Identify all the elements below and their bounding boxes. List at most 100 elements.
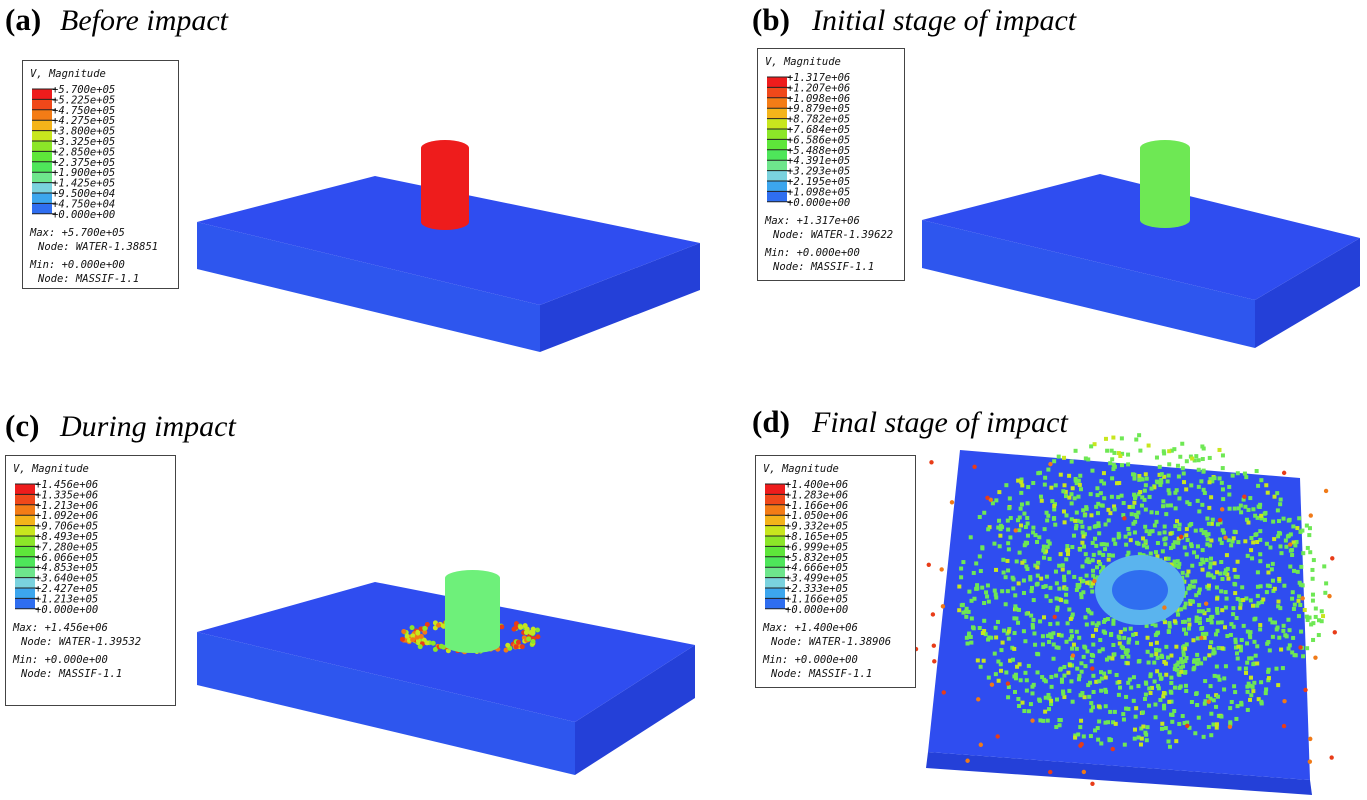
droplet xyxy=(1049,702,1054,707)
droplet xyxy=(1092,578,1097,584)
droplet xyxy=(1117,641,1122,646)
droplet xyxy=(1159,472,1164,477)
legend-min-node: Node: MASSIF-1.1 xyxy=(20,668,122,680)
droplet xyxy=(1297,516,1302,521)
droplet xyxy=(1116,495,1121,500)
droplet xyxy=(1019,490,1024,495)
droplet xyxy=(1293,653,1298,658)
droplet xyxy=(1199,528,1204,533)
droplet xyxy=(1067,495,1072,500)
droplet xyxy=(1164,672,1169,677)
droplet xyxy=(1270,620,1275,625)
droplet xyxy=(1078,693,1083,698)
droplet xyxy=(1215,694,1220,699)
droplet xyxy=(1008,535,1013,540)
droplet xyxy=(1095,493,1100,498)
droplet xyxy=(1101,552,1106,557)
droplet xyxy=(1076,478,1081,483)
droplet xyxy=(992,541,997,546)
droplet xyxy=(986,637,991,642)
droplet xyxy=(1103,630,1108,635)
droplet xyxy=(1067,607,1072,612)
droplet xyxy=(1270,578,1275,583)
droplet xyxy=(1109,448,1114,453)
droplet xyxy=(1164,556,1169,561)
droplet xyxy=(1275,508,1280,513)
droplet xyxy=(1091,552,1096,557)
droplet xyxy=(1196,590,1201,595)
droplet xyxy=(1186,569,1191,574)
droplet xyxy=(1177,721,1182,726)
droplet xyxy=(1184,656,1189,661)
droplet xyxy=(1235,471,1240,476)
droplet xyxy=(1249,656,1254,661)
droplet xyxy=(1083,615,1088,620)
droplet xyxy=(1206,583,1211,588)
droplet xyxy=(1073,733,1078,738)
droplet xyxy=(1117,680,1122,685)
droplet xyxy=(1226,576,1231,581)
droplet xyxy=(1177,527,1182,532)
droplet xyxy=(1232,506,1237,511)
color-band xyxy=(765,536,785,547)
droplet xyxy=(1064,592,1069,597)
droplet xyxy=(1061,489,1066,494)
droplet xyxy=(1010,657,1015,662)
droplet xyxy=(1128,626,1133,631)
droplet xyxy=(1133,632,1138,637)
droplet xyxy=(432,646,438,652)
droplet xyxy=(1177,522,1182,527)
legend-value: +1.456e+06 xyxy=(35,479,98,491)
legend-value: +1.317e+06 xyxy=(787,72,850,84)
droplet xyxy=(1173,490,1178,495)
droplet xyxy=(1078,487,1083,492)
droplet xyxy=(1118,629,1123,634)
droplet xyxy=(1118,453,1123,458)
droplet xyxy=(1174,488,1179,493)
droplet xyxy=(1060,563,1065,568)
color-band xyxy=(765,577,785,588)
droplet xyxy=(1148,551,1153,556)
droplet xyxy=(1241,598,1246,603)
droplet xyxy=(1205,537,1210,542)
droplet xyxy=(409,625,415,631)
droplet xyxy=(1066,548,1071,553)
droplet xyxy=(1281,516,1286,521)
droplet xyxy=(1162,530,1167,535)
droplet xyxy=(1200,609,1205,614)
droplet xyxy=(1079,661,1084,666)
droplet xyxy=(1156,684,1161,689)
droplet xyxy=(1082,544,1087,549)
droplet xyxy=(1266,676,1271,681)
legend-value: +5.832e+05 xyxy=(785,552,848,564)
droplet xyxy=(968,635,973,640)
droplet xyxy=(1201,734,1206,739)
droplet xyxy=(1296,598,1301,603)
droplet xyxy=(1291,524,1296,529)
plate-front xyxy=(922,220,1255,348)
droplet xyxy=(1161,504,1166,509)
droplet xyxy=(1259,516,1264,521)
droplet xyxy=(1125,661,1130,666)
legend-value: +9.332e+05 xyxy=(785,521,848,533)
droplet xyxy=(1095,511,1100,516)
droplet xyxy=(1286,646,1291,651)
legend-min-node: Node: MASSIF-1.1 xyxy=(37,273,139,285)
droplet xyxy=(1051,642,1056,647)
droplet xyxy=(1154,519,1159,524)
droplet xyxy=(1076,732,1081,737)
droplet xyxy=(1126,462,1131,467)
droplet xyxy=(996,525,1001,530)
droplet xyxy=(1180,660,1185,665)
droplet xyxy=(986,675,991,680)
droplet xyxy=(1033,642,1038,647)
droplet xyxy=(1219,714,1224,719)
droplet xyxy=(1142,696,1147,701)
droplet xyxy=(1025,540,1030,545)
droplet xyxy=(1310,592,1315,597)
droplet xyxy=(1179,657,1184,662)
droplet xyxy=(931,643,937,648)
droplet xyxy=(1259,680,1264,685)
droplet xyxy=(1096,621,1101,626)
droplet xyxy=(989,682,995,687)
